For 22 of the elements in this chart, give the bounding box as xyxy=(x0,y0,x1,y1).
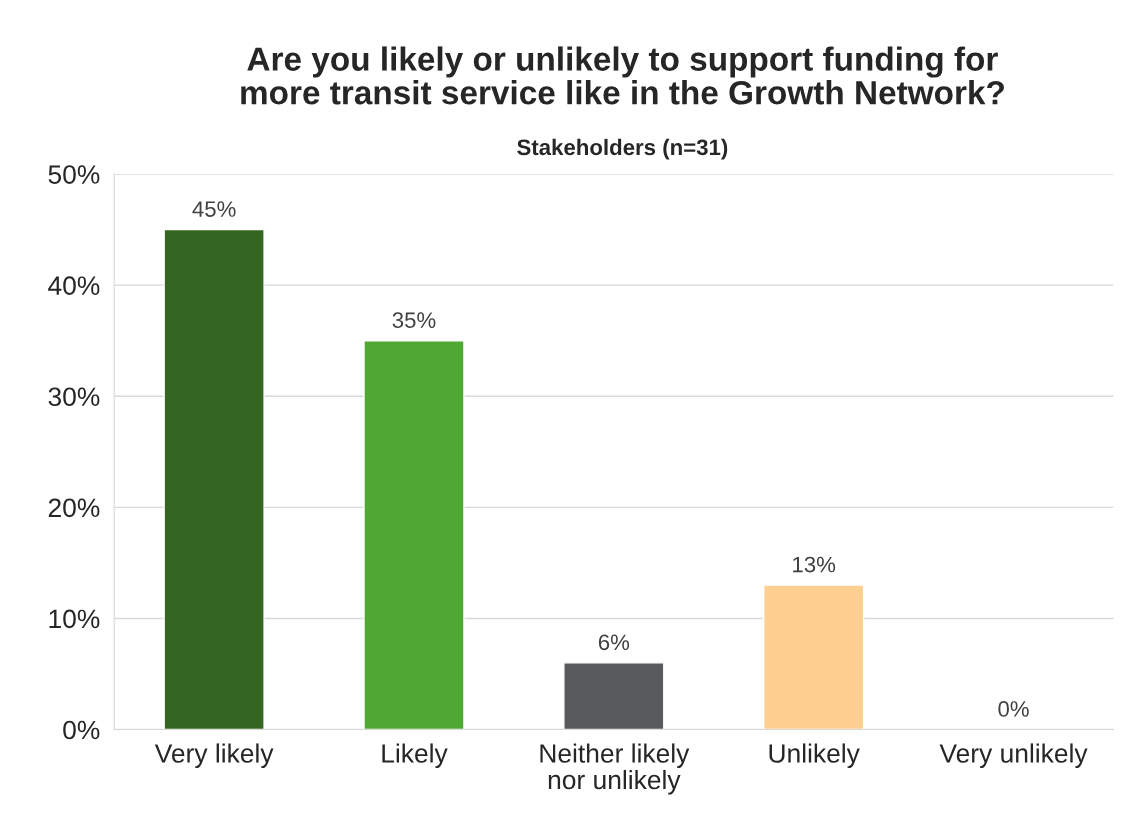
bar xyxy=(163,228,265,730)
bar xyxy=(563,662,665,730)
data-label: 13% xyxy=(793,556,836,573)
data-label: 45% xyxy=(192,201,236,217)
y-tick-label: 20% xyxy=(48,498,100,518)
data-label: 6% xyxy=(598,634,630,651)
y-tick-label: 40% xyxy=(48,276,100,295)
x-tick-label: Neither likely nor unlikely xyxy=(540,743,690,795)
chart-subtitle: Stakeholders (n=31) xyxy=(517,138,728,160)
x-tick-label: Likely xyxy=(382,743,448,769)
y-tick-label: 50% xyxy=(48,165,100,184)
y-tick-label: 0% xyxy=(63,720,100,740)
y-tick-label: 30% xyxy=(48,387,100,407)
bar xyxy=(763,584,865,730)
x-tick-label: Very unlikely xyxy=(939,743,1088,769)
y-tick-label: 10% xyxy=(49,609,100,629)
x-tick-label: Unlikely xyxy=(769,743,860,769)
data-label: 0% xyxy=(998,701,1029,717)
chart-title: Are you likely or unlikely to support funding for more transit service like in the Growth Network? xyxy=(241,46,1004,105)
bar xyxy=(363,340,465,730)
data-label: 35% xyxy=(392,312,436,328)
x-tick-label: Very likely xyxy=(154,743,274,769)
